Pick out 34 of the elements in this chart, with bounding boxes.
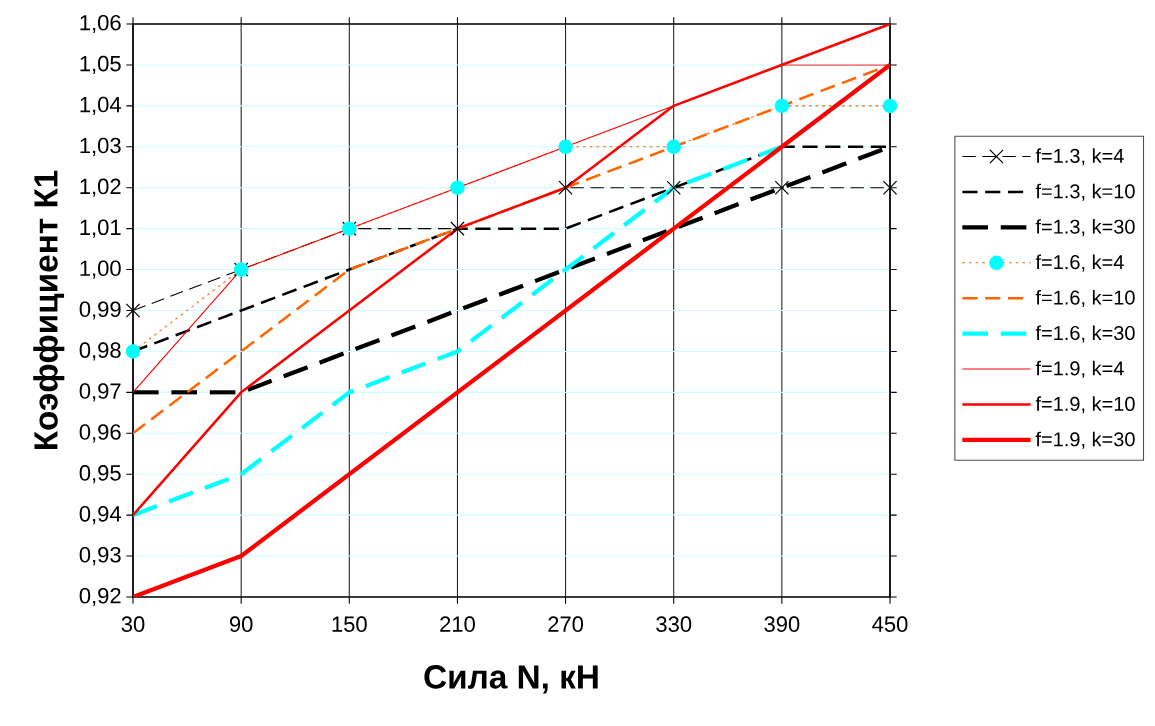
legend-label: f=1.9, k=30	[1035, 431, 1135, 449]
y-tick-label: 1,04	[80, 96, 121, 115]
x-tick-label: 270	[548, 616, 584, 632]
x-tick-label: 330	[656, 616, 692, 632]
x-axis-title: Сила N, кН	[424, 665, 598, 694]
legend-label: f=1.9, k=4	[1035, 360, 1124, 378]
legend-label: f=1.3, k=4	[1035, 148, 1124, 166]
y-tick-label: 0,95	[79, 465, 121, 484]
legend-label: f=1.6, k=30	[1035, 325, 1135, 343]
x-tick-label: 390	[764, 616, 800, 632]
y-tick-label: 0,98	[79, 342, 121, 361]
legend-label: f=1.3, k=10	[1035, 183, 1135, 201]
y-tick-label: 1,03	[80, 137, 121, 156]
y-tick-label: 1,05	[80, 55, 121, 75]
y-tick-label: 0,96	[79, 424, 121, 443]
y-tick-label: 0,92	[79, 587, 121, 607]
y-tick-label: 0,99	[79, 301, 121, 320]
x-tick-label: 210	[440, 616, 475, 632]
y-tick-label: 1,02	[80, 178, 121, 197]
x-tick-label: 150	[332, 616, 367, 632]
y-tick-label: 1,01	[80, 219, 121, 238]
y-tick-label: 1,06	[80, 14, 121, 34]
legend-label: f=1.9, k=10	[1035, 396, 1135, 414]
x-tick-label: 30	[121, 616, 145, 632]
legend-label: f=1.6, k=10	[1035, 289, 1135, 308]
legend-label: f=1.6, k=4	[1035, 254, 1124, 272]
x-tick-label: 450	[872, 616, 908, 632]
y-axis-title: Коэффициент К1	[33, 170, 65, 450]
y-tick-label: 0,97	[79, 383, 121, 402]
legend-label: f=1.3, k=30	[1035, 219, 1135, 237]
y-tick-label: 0,94	[79, 506, 121, 525]
y-tick-label: 0,93	[79, 546, 121, 566]
y-tick-label: 1,00	[80, 260, 121, 279]
x-tick-label: 90	[229, 616, 253, 632]
